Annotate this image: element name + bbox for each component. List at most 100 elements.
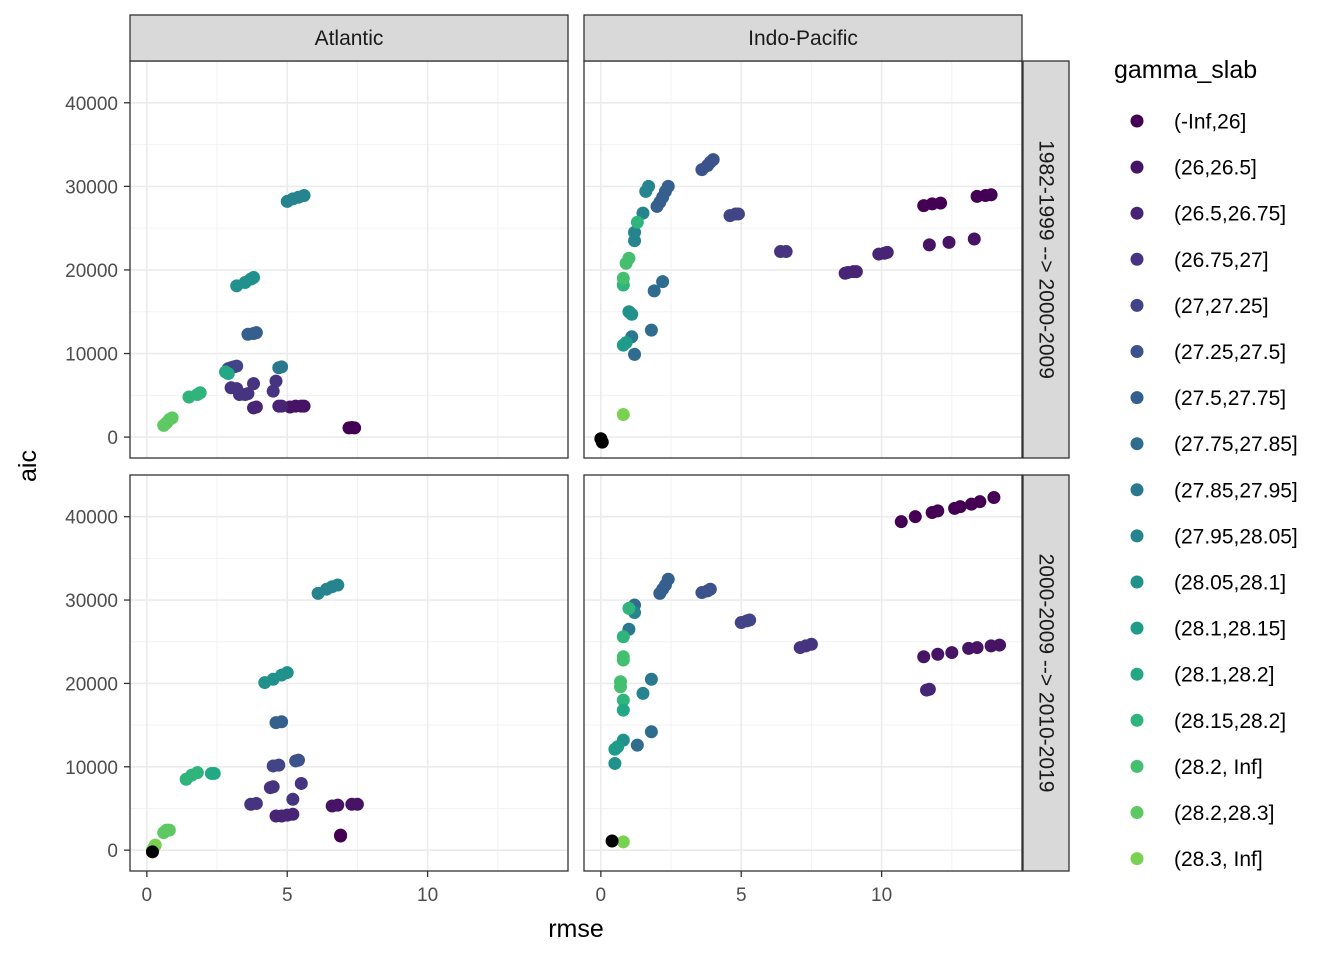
y-tick-label: 10000 bbox=[65, 758, 118, 779]
y-tick-label: 0 bbox=[107, 428, 118, 449]
strip-background bbox=[1022, 60, 1070, 459]
y-tick-label: 20000 bbox=[65, 674, 118, 695]
y-tick-label: 40000 bbox=[65, 508, 118, 529]
data-point bbox=[922, 238, 936, 252]
data-point bbox=[656, 275, 670, 289]
y-tick-label: 20000 bbox=[65, 261, 118, 282]
legend-label: (26.5,26.75] bbox=[1174, 203, 1286, 226]
y-tick-label: 30000 bbox=[65, 177, 118, 198]
data-point bbox=[275, 399, 289, 413]
data-point bbox=[193, 386, 207, 400]
data-point bbox=[230, 359, 244, 373]
data-point bbox=[230, 382, 244, 396]
strip-background bbox=[1022, 474, 1070, 872]
data-point bbox=[614, 680, 627, 694]
legend-item: (27.25,27.5] bbox=[1130, 341, 1286, 364]
data-point bbox=[706, 153, 720, 167]
y-axis-row-2: 0 10000 20000 30000 40000 bbox=[65, 508, 130, 862]
legend-label: (26.75,27] bbox=[1174, 249, 1269, 272]
panel-atlantic-2 bbox=[129, 474, 569, 872]
data-point bbox=[249, 796, 263, 810]
legend-item: (28.1,28.2] bbox=[1130, 664, 1274, 687]
data-point bbox=[622, 601, 636, 615]
data-point bbox=[247, 270, 261, 284]
legend-label: (-Inf,26] bbox=[1174, 111, 1246, 134]
legend-item: (26.5,26.75] bbox=[1130, 203, 1286, 226]
data-point bbox=[970, 641, 984, 655]
data-point bbox=[616, 630, 630, 644]
data-point bbox=[993, 638, 1007, 652]
legend-label: (28.3, Inf] bbox=[1174, 848, 1263, 871]
data-point bbox=[608, 756, 622, 770]
data-point bbox=[605, 834, 619, 848]
legend-item: (28.15,28.2] bbox=[1130, 710, 1286, 733]
data-point bbox=[644, 323, 658, 337]
legend-item: (26,26.5] bbox=[1130, 157, 1257, 180]
legend-key bbox=[1130, 529, 1144, 543]
data-point bbox=[616, 650, 630, 664]
data-point bbox=[628, 347, 642, 361]
legend-label: (27.95,28.05] bbox=[1174, 525, 1298, 548]
legend-label: (28.1,28.2] bbox=[1174, 664, 1274, 687]
data-point bbox=[616, 271, 630, 285]
legend-key bbox=[1130, 252, 1144, 266]
data-point bbox=[616, 408, 630, 422]
x-axis-col-1: 0 5 10 bbox=[142, 871, 438, 906]
data-point bbox=[247, 377, 261, 391]
data-point bbox=[625, 307, 639, 321]
panel-indo-pacific-1 bbox=[583, 60, 1023, 459]
data-point bbox=[953, 500, 967, 514]
panel-border bbox=[583, 474, 1023, 872]
data-point bbox=[934, 196, 948, 210]
data-point bbox=[294, 776, 308, 790]
legend-label: (27.75,27.85] bbox=[1174, 433, 1298, 456]
data-point bbox=[931, 504, 945, 518]
data-point bbox=[967, 232, 981, 246]
legend-item: (27.75,27.85] bbox=[1130, 433, 1298, 456]
data-point bbox=[628, 225, 642, 239]
panel-atlantic-1 bbox=[129, 60, 569, 459]
x-tick-label: 10 bbox=[417, 885, 438, 906]
panel-indo-pacific-2 bbox=[583, 474, 1023, 872]
data-point bbox=[849, 265, 863, 279]
data-point bbox=[275, 360, 289, 374]
data-point bbox=[642, 179, 656, 193]
legend-key bbox=[1130, 114, 1144, 128]
data-point bbox=[894, 515, 908, 529]
data-point bbox=[743, 613, 757, 627]
data-point bbox=[880, 245, 894, 259]
legend-key bbox=[1130, 806, 1144, 819]
legend-item: (-Inf,26] bbox=[1130, 111, 1246, 134]
legend-label: (28.05,28.1] bbox=[1174, 572, 1286, 595]
legend-key bbox=[1130, 160, 1144, 174]
legend-item: (28.2, Inf] bbox=[1130, 756, 1263, 779]
data-point bbox=[917, 650, 931, 664]
strip-label: 1982-1999 --> 2000-2009 bbox=[1035, 140, 1058, 379]
data-point bbox=[922, 682, 936, 696]
x-axis-col-2: 0 5 10 bbox=[596, 871, 892, 906]
data-point bbox=[145, 845, 159, 859]
data-point bbox=[162, 823, 176, 837]
legend-label: (28.2,28.3] bbox=[1174, 802, 1274, 825]
x-axis-title: rmse bbox=[548, 915, 604, 943]
legend-item: (27,27.25] bbox=[1130, 295, 1269, 318]
legend-key bbox=[1130, 345, 1144, 358]
data-point bbox=[297, 189, 311, 203]
legend-label: (28.2, Inf] bbox=[1174, 756, 1263, 779]
data-point bbox=[350, 797, 364, 811]
data-point bbox=[275, 715, 289, 729]
strip-label: Indo-Pacific bbox=[748, 27, 858, 50]
legend-key bbox=[1130, 713, 1144, 727]
data-point bbox=[269, 374, 283, 388]
panel-background bbox=[584, 61, 1022, 458]
data-point bbox=[241, 387, 255, 401]
legend-key bbox=[1130, 206, 1144, 220]
y-tick-label: 0 bbox=[107, 841, 118, 862]
data-point bbox=[165, 411, 179, 425]
legend-label: (27.85,27.95] bbox=[1174, 479, 1298, 502]
strip-background bbox=[583, 14, 1023, 62]
data-point bbox=[207, 766, 221, 780]
strip-row-2: 2000-2009 --> 2010-2019 bbox=[1022, 474, 1070, 872]
legend-label: (26,26.5] bbox=[1174, 157, 1257, 180]
data-point bbox=[622, 251, 636, 265]
